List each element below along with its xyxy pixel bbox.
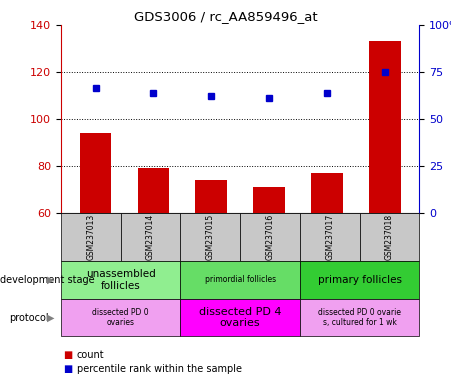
- Bar: [80, 133, 111, 213]
- Text: dissected PD 4
ovaries: dissected PD 4 ovaries: [199, 307, 281, 328]
- Text: protocol: protocol: [9, 313, 49, 323]
- Bar: [253, 187, 285, 213]
- Text: GSM237013: GSM237013: [86, 214, 95, 260]
- Text: percentile rank within the sample: percentile rank within the sample: [77, 364, 242, 374]
- Text: unassembled
follicles: unassembled follicles: [86, 269, 156, 291]
- Text: ▶: ▶: [47, 275, 55, 285]
- Text: dissected PD 0 ovarie
s, cultured for 1 wk: dissected PD 0 ovarie s, cultured for 1 …: [318, 308, 401, 327]
- Text: GSM237017: GSM237017: [325, 214, 334, 260]
- Bar: [369, 41, 400, 213]
- Text: GSM237018: GSM237018: [385, 214, 394, 260]
- Text: GSM237016: GSM237016: [266, 214, 275, 260]
- Bar: [311, 173, 343, 213]
- Text: primordial follicles: primordial follicles: [205, 275, 276, 285]
- Text: dissected PD 0
ovaries: dissected PD 0 ovaries: [92, 308, 149, 327]
- Text: ▶: ▶: [47, 313, 55, 323]
- Bar: [138, 169, 169, 213]
- Text: GSM237015: GSM237015: [206, 214, 215, 260]
- Text: GDS3006 / rc_AA859496_at: GDS3006 / rc_AA859496_at: [133, 10, 318, 23]
- Text: ■: ■: [63, 364, 73, 374]
- Text: development stage: development stage: [0, 275, 95, 285]
- Text: primary follicles: primary follicles: [318, 275, 402, 285]
- Text: GSM237014: GSM237014: [146, 214, 155, 260]
- Text: count: count: [77, 350, 104, 360]
- Bar: [195, 180, 227, 213]
- Text: ■: ■: [63, 350, 73, 360]
